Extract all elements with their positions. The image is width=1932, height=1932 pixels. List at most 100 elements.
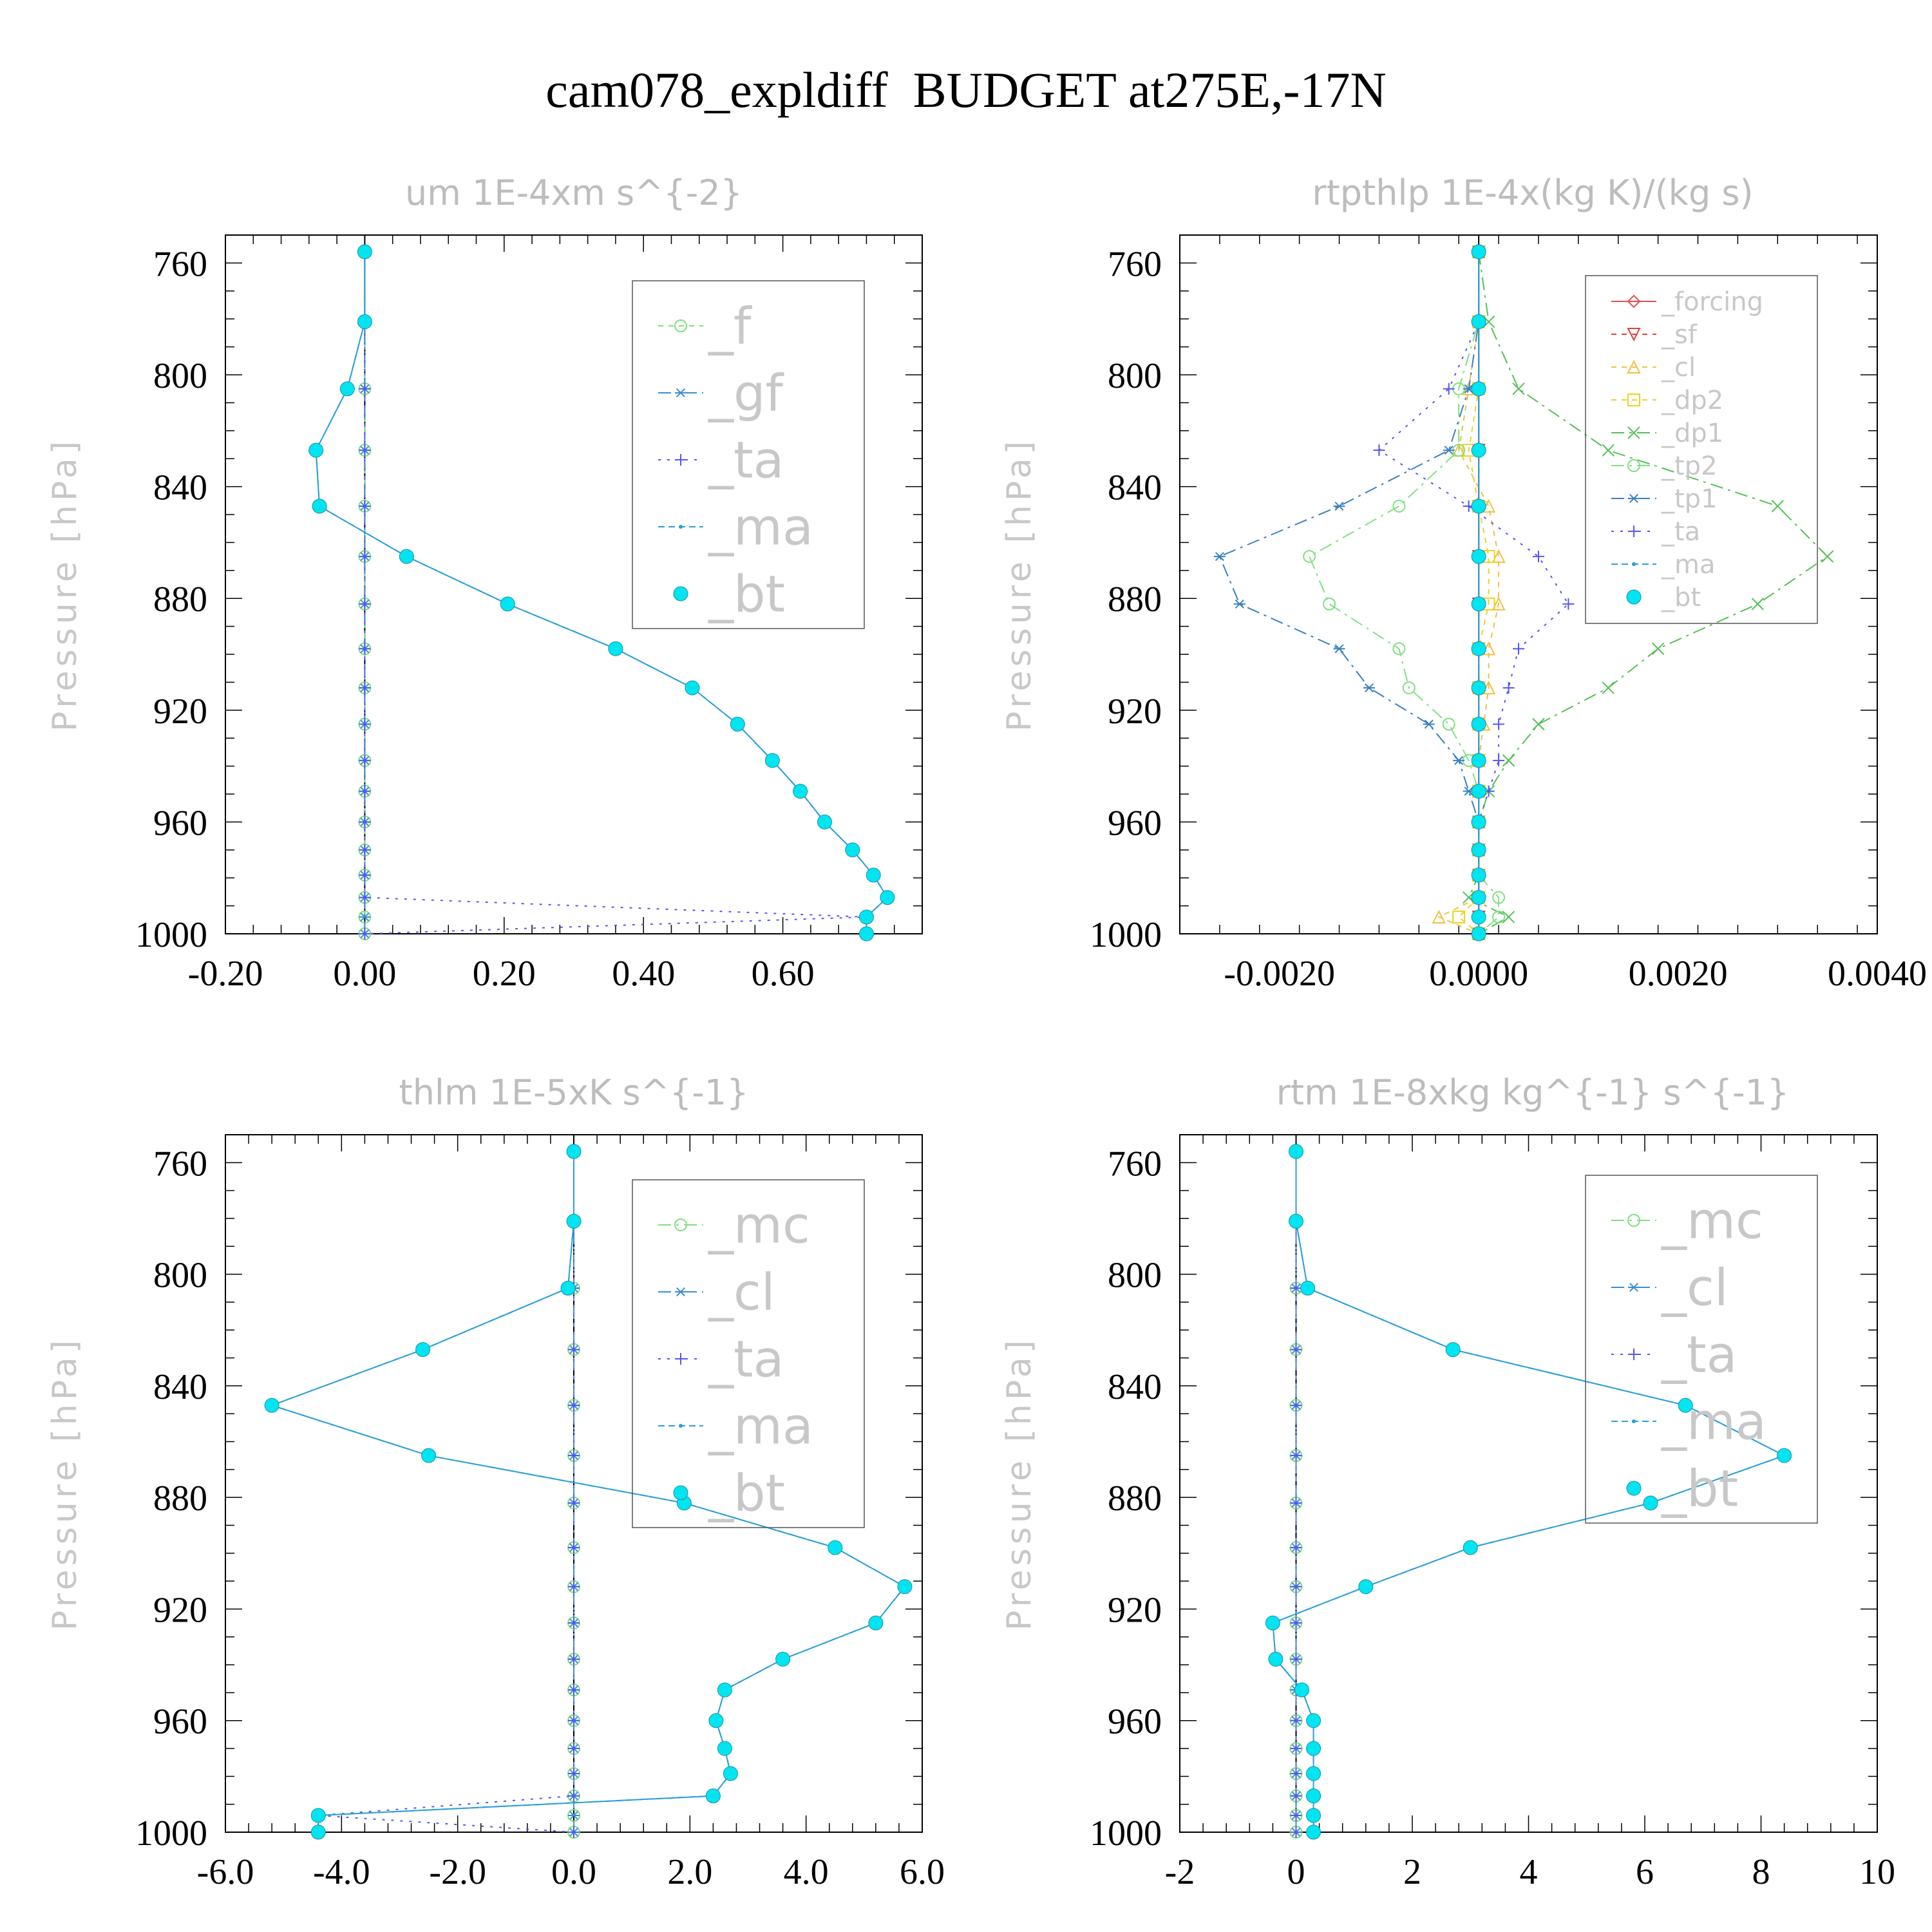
data-point <box>1512 382 1525 395</box>
y-tick-label: 920 <box>153 692 207 732</box>
x-tick-label: 0.00 <box>333 954 396 994</box>
data-point <box>1289 1213 1303 1229</box>
data-point <box>868 1615 884 1631</box>
panel-title: rtm 1E-8xkg kg^{-1} s^{-1} <box>1276 1072 1790 1113</box>
data-point <box>1471 926 1486 942</box>
y-tick-label: 960 <box>1108 1702 1162 1742</box>
data-point <box>723 1766 738 1781</box>
legend-marker <box>679 525 683 529</box>
data-point <box>1502 911 1515 923</box>
data-point <box>1471 909 1486 925</box>
data-point <box>1643 1495 1658 1511</box>
panel-title: thlm 1E-5xK s^{-1} <box>399 1072 749 1113</box>
legend-marker <box>674 1218 687 1231</box>
x-tick-label: -0.0020 <box>1224 954 1335 994</box>
data-point <box>566 1144 582 1159</box>
data-point <box>1471 498 1486 514</box>
data-point <box>1392 499 1406 513</box>
legend-marker <box>675 454 687 466</box>
data-point <box>310 1824 326 1840</box>
data-point <box>568 1542 580 1554</box>
panel-title: rtpthlp 1E-4x(kg K)/(kg s) <box>1312 173 1753 213</box>
data-point <box>1402 681 1416 695</box>
data-point <box>1502 754 1515 767</box>
data-point <box>1445 1342 1461 1358</box>
data-point <box>359 598 371 610</box>
data-point <box>1471 890 1486 905</box>
y-axis-label: Pressure [hPa] <box>46 1336 84 1631</box>
y-tick-label: 960 <box>153 803 207 843</box>
x-tick-label: 0.60 <box>752 954 815 994</box>
data-point <box>1290 1790 1302 1802</box>
data-point <box>705 1788 721 1804</box>
legend-label: _cl <box>1661 1259 1728 1317</box>
data-point <box>1651 642 1665 656</box>
series-ta <box>359 246 873 940</box>
legend-marker <box>1632 562 1636 566</box>
series-line <box>1437 252 1500 934</box>
y-tick-label: 960 <box>1108 803 1162 843</box>
x-tick-label: 0.40 <box>612 954 675 994</box>
data-point <box>1306 1824 1321 1840</box>
data-point <box>1471 680 1486 696</box>
legend-label: _cl <box>708 1264 775 1321</box>
x-tick-label: 0.0040 <box>1828 954 1927 994</box>
data-point <box>560 1280 576 1296</box>
data-point <box>566 1213 582 1229</box>
data-point <box>359 869 371 881</box>
data-point <box>828 1540 843 1555</box>
data-point <box>1290 1714 1302 1727</box>
data-point <box>1532 551 1544 563</box>
y-tick-label: 760 <box>1108 244 1162 284</box>
main-title: cam078_expldiff BUDGET at275E,-17N <box>545 62 1387 118</box>
plot-frame <box>225 234 923 934</box>
data-point <box>359 754 371 766</box>
legend-box <box>632 280 865 629</box>
legend-marker <box>1627 359 1641 374</box>
data-point <box>568 1790 580 1802</box>
data-point <box>1471 641 1486 656</box>
legend-label: _tp2 <box>1661 451 1718 481</box>
y-tick-label: 1000 <box>135 1814 207 1853</box>
data-point <box>1471 314 1486 330</box>
x-tick-label: 0.0 <box>551 1852 596 1892</box>
data-point <box>1290 1768 1302 1780</box>
legend-marker <box>1627 393 1640 406</box>
data-point <box>1821 550 1834 563</box>
x-tick-label: 4.0 <box>784 1852 829 1892</box>
y-tick-label: 920 <box>153 1590 207 1630</box>
data-point <box>1513 643 1525 655</box>
legend-label: _sf <box>1661 320 1698 350</box>
plot-frame <box>1179 1134 1878 1833</box>
data-point <box>1268 1651 1283 1667</box>
data-point <box>568 1617 580 1629</box>
data-point <box>1492 549 1506 564</box>
legend-marker <box>675 1353 687 1365</box>
data-point <box>1493 718 1505 730</box>
data-point <box>568 1826 580 1838</box>
data-point <box>1306 1713 1321 1728</box>
y-tick-label: 920 <box>1108 1590 1162 1630</box>
data-point <box>1373 444 1385 457</box>
data-point <box>1290 1580 1302 1593</box>
data-point <box>717 1741 732 1756</box>
legend-marker <box>1627 294 1641 308</box>
data-point <box>264 1397 279 1413</box>
data-point <box>1452 910 1466 923</box>
x-tick-label: 0.0020 <box>1629 954 1728 994</box>
y-tick-label: 920 <box>1108 692 1162 732</box>
data-point <box>359 928 371 940</box>
data-point <box>339 381 355 397</box>
data-point <box>1290 1826 1302 1838</box>
data-point <box>421 1448 437 1463</box>
data-point <box>1290 1497 1302 1509</box>
y-tick-label: 880 <box>153 580 207 620</box>
data-point <box>1602 444 1615 457</box>
data-point <box>1423 719 1435 729</box>
data-point <box>568 1450 580 1462</box>
data-point <box>1562 598 1575 610</box>
data-point <box>568 1714 580 1727</box>
data-point <box>1471 842 1486 858</box>
